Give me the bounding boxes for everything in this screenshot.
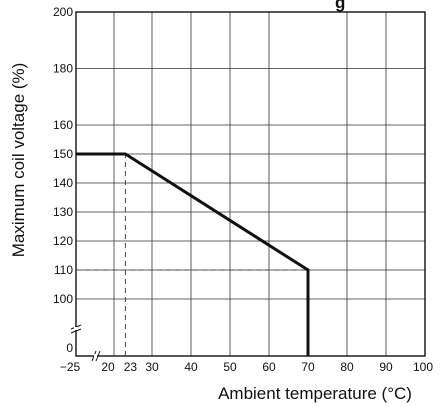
y-tick-label: 200 <box>53 5 73 19</box>
x-tick-labels: −25 20 23 30 40 50 60 70 80 90 100 <box>60 360 434 374</box>
x-tick-label: 50 <box>223 360 237 374</box>
x-tick-label: 90 <box>379 360 393 374</box>
y-tick-label: 120 <box>53 234 73 248</box>
x-axis-label: Ambient temperature (°C) <box>218 384 412 403</box>
y-tick-label: 180 <box>53 62 73 76</box>
y-tick-label: 140 <box>53 176 73 190</box>
y-tick-label: 110 <box>54 263 73 277</box>
plot-frame <box>75 11 426 357</box>
y-tick-label: 100 <box>53 292 73 306</box>
x-tick-label: 23 <box>124 360 138 374</box>
x-axis-break-gap <box>94 354 97 358</box>
y-axis-label: Maximum coil voltage (%) <box>9 63 28 258</box>
reference-lines <box>76 154 308 356</box>
x-tick-label: 80 <box>340 360 354 374</box>
x-tick-label: 70 <box>301 360 315 374</box>
y-tick-labels: 0 100 110 120 130 140 150 160 180 200 <box>53 5 73 355</box>
plot-border <box>75 11 426 357</box>
x-tick-label: −25 <box>60 360 81 374</box>
y-axis-break <box>70 328 82 334</box>
x-tick-label: 30 <box>145 360 159 374</box>
x-tick-label: 60 <box>262 360 276 374</box>
x-tick-label: 20 <box>101 360 115 374</box>
series-group <box>76 152 310 356</box>
y-axis-break-gap <box>74 327 78 330</box>
axis-breaks <box>70 324 101 362</box>
chart-title-fragment: g <box>335 0 345 12</box>
x-axis-break <box>95 350 101 362</box>
y-tick-label: 130 <box>53 205 73 219</box>
x-tick-label: 40 <box>184 360 198 374</box>
series-line <box>76 152 310 356</box>
x-tick-label: 100 <box>413 360 433 374</box>
y-tick-label: 0 <box>66 341 73 355</box>
y-tick-label: 160 <box>53 118 73 132</box>
y-tick-label: 150 <box>53 147 73 161</box>
grid-lines <box>76 12 425 356</box>
